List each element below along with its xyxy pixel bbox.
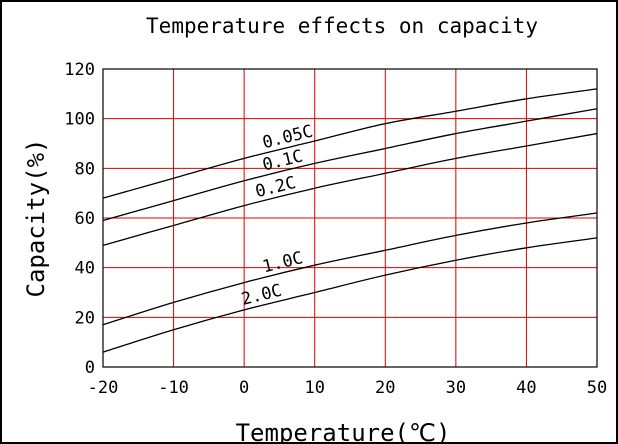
series-lines <box>102 88 598 353</box>
y-axis-label: Capacity(%) <box>22 139 50 298</box>
series-label-1.0C: 1.0C <box>261 248 306 277</box>
axis-ticks: -20 -10 0 10 20 30 40 50 0 20 40 60 80 100 120 <box>64 60 607 398</box>
x-tick-label: 30 <box>446 378 466 398</box>
plot-border <box>102 68 598 368</box>
x-tick-label: -20 <box>88 378 119 398</box>
x-tick-label: 20 <box>375 378 395 398</box>
series-line-1.0C <box>102 212 598 326</box>
x-tick-label: -10 <box>158 378 189 398</box>
series-line-0.05C <box>102 88 598 199</box>
chart-title: Temperature effects on capacity <box>146 14 538 38</box>
series-line-0.2C <box>102 132 598 246</box>
grid <box>102 68 598 368</box>
x-tick-label: 50 <box>587 378 607 398</box>
x-axis-label: Temperature(℃) <box>236 419 451 444</box>
y-tick-label: 0 <box>85 358 95 378</box>
y-tick-label: 80 <box>75 159 95 179</box>
series-line-0.1C <box>102 108 598 222</box>
y-tick-label: 40 <box>75 259 95 279</box>
series-label-0.2C: 0.2C <box>253 173 298 202</box>
series-label-2.0C: 2.0C <box>239 281 284 310</box>
y-tick-label: 120 <box>64 60 95 80</box>
series-line-2.0C <box>102 237 598 353</box>
y-tick-label: 20 <box>75 308 95 328</box>
y-tick-label: 100 <box>64 110 95 130</box>
y-tick-label: 60 <box>75 209 95 229</box>
x-tick-label: 10 <box>304 378 324 398</box>
x-tick-label: 40 <box>516 378 536 398</box>
x-tick-label: 0 <box>239 378 249 398</box>
